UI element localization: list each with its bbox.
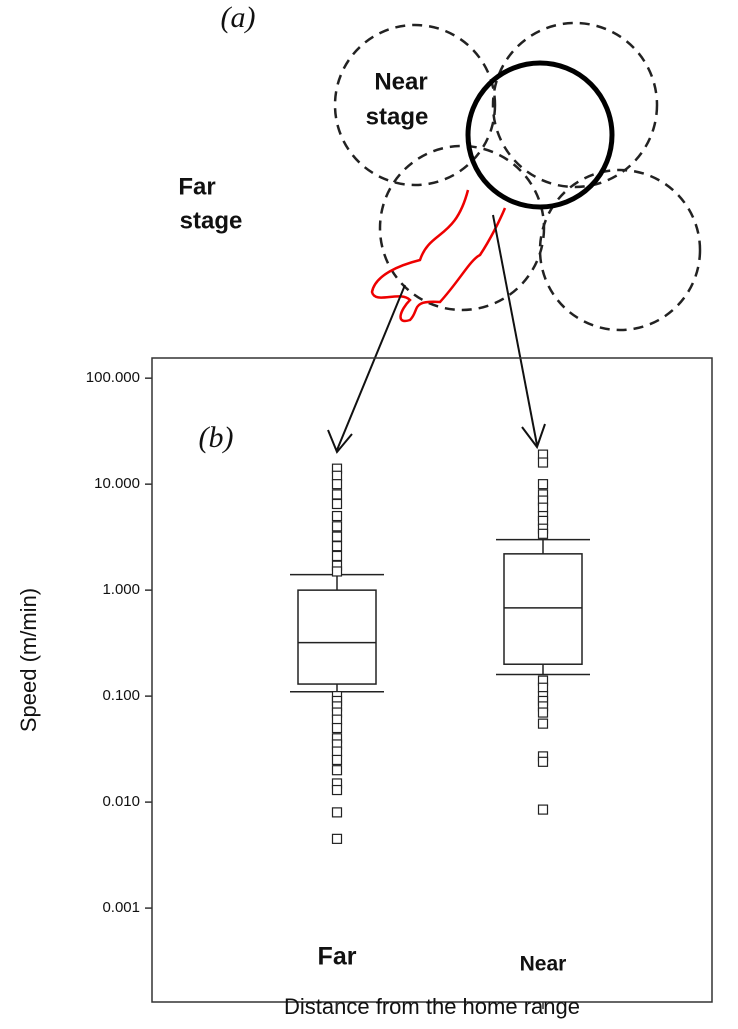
arrow xyxy=(336,284,406,451)
home-range xyxy=(491,21,659,189)
box xyxy=(297,589,377,685)
outlier xyxy=(331,531,343,542)
x-tick-label: Near xyxy=(520,953,567,976)
outlier xyxy=(331,479,343,490)
y-tick-label: 0.100 xyxy=(102,687,140,704)
outlier xyxy=(331,541,343,552)
arrow-head xyxy=(521,423,546,450)
arrow-head xyxy=(327,429,353,454)
outlier xyxy=(331,489,343,500)
y-tick-label: 0.001 xyxy=(102,899,140,916)
outlier xyxy=(537,528,549,539)
outlier xyxy=(331,784,343,796)
outlier xyxy=(537,457,549,468)
outlier xyxy=(331,807,343,818)
y-tick-label: 1.000 xyxy=(102,581,140,598)
outlier xyxy=(331,833,343,844)
current-range xyxy=(465,60,615,210)
outlier xyxy=(331,550,343,562)
outlier xyxy=(537,707,549,718)
outlier xyxy=(537,682,549,693)
outlier xyxy=(331,746,343,757)
panel-label: (b) xyxy=(199,421,234,454)
movement-path xyxy=(370,189,507,323)
y-tick-label: 10.000 xyxy=(94,475,140,492)
outlier xyxy=(331,470,343,481)
arrow xyxy=(492,214,538,446)
outlier xyxy=(331,765,343,776)
outlier xyxy=(537,756,549,767)
diagram xyxy=(333,21,702,332)
outlier xyxy=(331,498,343,510)
y-tick-label: 0.010 xyxy=(102,793,140,810)
stage-label: stage xyxy=(180,207,243,234)
x-tick-label: Far xyxy=(318,943,357,971)
x-axis-label: Distance from the home range xyxy=(284,994,580,1019)
outlier xyxy=(331,722,343,734)
outlier xyxy=(537,804,549,815)
stage-label: stage xyxy=(366,103,429,130)
outlier xyxy=(331,510,343,522)
home-range xyxy=(333,23,497,187)
y-axis-label: Speed (m/min) xyxy=(16,588,41,732)
outlier xyxy=(331,521,343,532)
stage-label: Far xyxy=(178,173,215,200)
outlier xyxy=(331,754,343,766)
box xyxy=(503,553,583,665)
outlier xyxy=(331,714,343,725)
home-range xyxy=(538,168,702,332)
outlier xyxy=(537,718,549,729)
outlier xyxy=(331,566,343,577)
panel-label: (a) xyxy=(221,1,256,34)
stage-label: Near xyxy=(374,68,427,95)
outlier xyxy=(537,502,549,513)
plot-frame xyxy=(151,357,713,1003)
y-tick-label: 100.000 xyxy=(86,369,140,386)
outlier xyxy=(537,479,549,490)
